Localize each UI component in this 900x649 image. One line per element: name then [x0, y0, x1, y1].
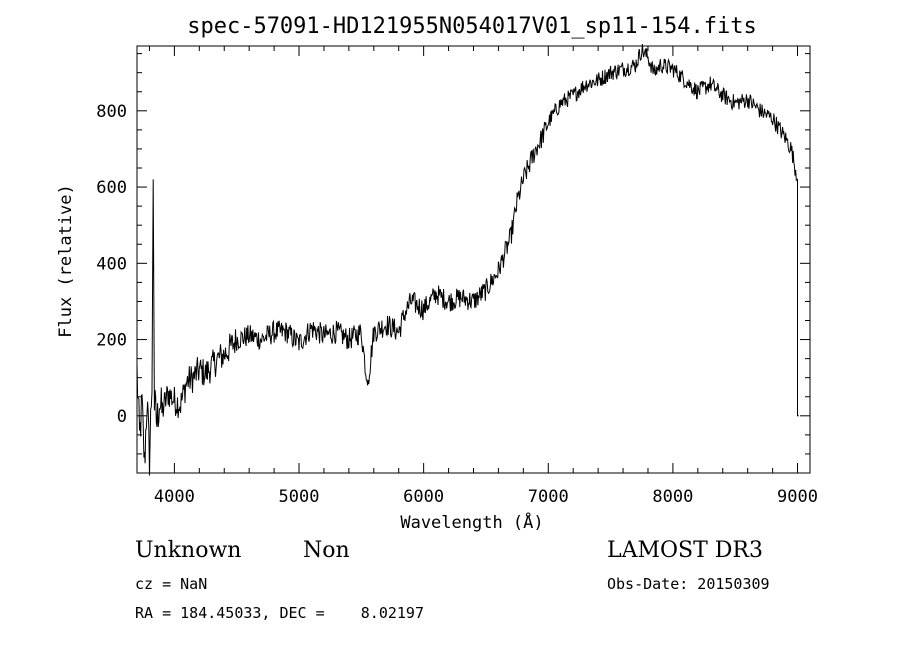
obs-date: Obs-Date: 20150309	[607, 575, 770, 593]
plot-frame	[136, 45, 811, 474]
redshift-cz: cz = NaN	[135, 575, 208, 593]
object-name: Unknown	[135, 538, 242, 563]
y-tick-label: 800	[96, 102, 127, 122]
y-tick-label: 0	[117, 407, 127, 427]
y-tick-label: 200	[96, 331, 127, 351]
y-axis-label: Flux (relative)	[56, 184, 76, 338]
x-tick-label: 4000	[154, 487, 195, 507]
object-class: Non	[303, 538, 350, 563]
x-tick-label: 5000	[279, 487, 320, 507]
x-tick-label: 8000	[652, 487, 693, 507]
y-tick-labels: 0 200 400 600 800	[96, 102, 127, 427]
x-axis-label: Wavelength (Å)	[400, 511, 543, 533]
x-tick-label: 9000	[777, 487, 818, 507]
x-tick-labels: 4000 5000 6000 7000 8000 9000	[154, 487, 818, 507]
x-tick-label: 7000	[528, 487, 569, 507]
y-tick-label: 400	[96, 254, 127, 274]
ra-dec: RA = 184.45033, DEC = 8.02197	[135, 604, 424, 622]
x-tick-label: 6000	[403, 487, 444, 507]
axis-ticks	[137, 46, 810, 473]
chart-title: spec-57091-HD121955N054017V01_sp11-154.f…	[187, 14, 757, 39]
y-tick-label: 600	[96, 178, 127, 198]
spectrum-line	[136, 43, 799, 476]
survey-name: LAMOST DR3	[607, 538, 763, 563]
